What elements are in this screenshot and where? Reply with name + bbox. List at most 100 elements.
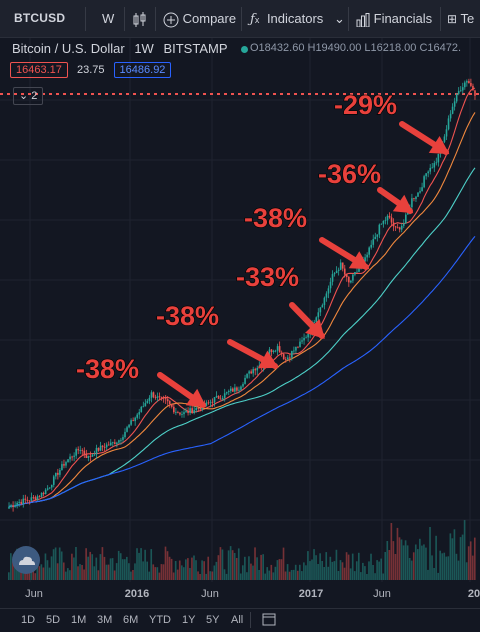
volume-bar <box>465 562 468 580</box>
templates-button[interactable]: ⊞ Te <box>447 0 474 37</box>
range-1m[interactable]: 1M <box>71 614 87 626</box>
volume-bar <box>311 559 313 580</box>
candle-body <box>107 444 110 446</box>
candle-body <box>10 505 12 507</box>
range-1d[interactable]: 1D <box>21 614 36 626</box>
volume-bar <box>398 537 401 580</box>
volume-bar <box>421 545 423 580</box>
candle-body <box>421 187 423 191</box>
drawdown-label: -38% <box>244 203 307 233</box>
indicators-button[interactable]: ƒx Indicators <box>250 11 324 27</box>
volume-bar <box>360 572 362 580</box>
volume-bar <box>351 553 354 580</box>
moving-average-line <box>8 235 476 508</box>
financials-button[interactable]: Financials <box>356 0 432 37</box>
candle-body <box>382 221 385 224</box>
range-6m[interactable]: 6M <box>123 614 139 626</box>
candle-body <box>215 395 218 398</box>
volume-bar <box>189 568 191 580</box>
chevron-down-icon[interactable]: ⌄ <box>334 11 345 26</box>
candle-body <box>105 444 108 448</box>
volume-bar <box>298 564 301 580</box>
compare-button[interactable]: Compare <box>163 0 236 37</box>
candle-body <box>453 101 456 107</box>
volume-bar <box>85 548 87 580</box>
volume-bar <box>54 547 57 580</box>
interval-button[interactable]: W <box>102 11 115 26</box>
volume-bar <box>337 571 340 580</box>
range-5d[interactable]: 5D <box>46 614 61 626</box>
candle-body <box>301 340 303 342</box>
volume-bar <box>140 548 142 580</box>
volume-bar <box>221 549 224 580</box>
candle-body <box>71 456 73 458</box>
volume-bar <box>266 567 269 580</box>
volume-bar <box>280 559 283 580</box>
candle-body <box>164 398 167 400</box>
volume-bar <box>117 550 120 580</box>
volume-bar <box>69 570 71 580</box>
candle-body <box>48 487 51 489</box>
price-chart[interactable]: -38%-38%-33%-38%-36%-29% Jun 2016 Jun 2017 J… <box>0 0 480 608</box>
candle-body <box>380 223 383 225</box>
divider <box>250 612 251 628</box>
volume-bar <box>148 571 151 580</box>
volume-bar <box>136 548 138 580</box>
candle-body <box>339 262 342 270</box>
top-toolbar: BTCUSD W Compare ƒx Indicators ⌄ Financi… <box>0 0 480 38</box>
bid-price[interactable]: 16463.17 <box>10 62 68 78</box>
volume-bar <box>152 564 155 580</box>
tradingview-logo[interactable] <box>12 546 40 574</box>
volume-bar <box>374 573 376 580</box>
candle-body <box>463 82 466 88</box>
candle-body <box>378 224 381 235</box>
range-5y[interactable]: 5Y <box>206 614 220 626</box>
symbol-search[interactable]: BTCUSD <box>14 11 66 25</box>
candle-body <box>299 341 301 348</box>
candle-body <box>384 220 387 221</box>
calendar-icon[interactable] <box>262 612 276 629</box>
candle-body <box>449 113 452 119</box>
candle-body <box>232 388 234 392</box>
arrow-head <box>185 388 207 408</box>
divider <box>348 7 349 31</box>
candle-body <box>303 338 305 341</box>
candle-body <box>103 446 106 448</box>
arrow-head <box>392 194 414 214</box>
volume-bar <box>227 550 230 580</box>
chart-style-button[interactable] <box>132 0 148 37</box>
range-3m[interactable]: 3M <box>97 614 113 626</box>
volume-bar <box>233 553 236 580</box>
divider <box>155 7 156 31</box>
volume-bar <box>95 557 98 580</box>
volume-bar <box>40 564 43 580</box>
candle-body <box>211 401 214 403</box>
volume-bar <box>239 573 242 580</box>
collapse-indicators-button[interactable]: ⌄ 2 <box>13 87 44 105</box>
candle-body <box>142 406 145 408</box>
candle-body <box>187 411 189 413</box>
bar-chart-icon <box>356 12 370 27</box>
candle-body <box>386 215 389 221</box>
range-all[interactable]: All <box>231 614 244 626</box>
range-1y[interactable]: 1Y <box>182 614 196 626</box>
volume-bar <box>394 554 397 580</box>
candle-body <box>364 257 366 262</box>
volume-bar <box>99 554 102 580</box>
range-ytd[interactable]: YTD <box>149 614 171 626</box>
ask-price[interactable]: 16486.92 <box>113 62 172 78</box>
candle-body <box>313 322 316 323</box>
x-tick-label: 20 <box>468 588 480 600</box>
candle-body <box>28 500 31 502</box>
volume-bar <box>231 550 234 580</box>
volume-bar <box>93 566 96 580</box>
candle-body <box>116 442 118 445</box>
candle-body <box>411 198 413 208</box>
candle-body <box>457 90 460 94</box>
volume-bar <box>225 573 228 580</box>
candle-body <box>470 83 472 86</box>
arrow-head <box>348 251 370 270</box>
volume-bar <box>185 559 187 580</box>
candle-body <box>286 357 289 360</box>
candle-body <box>427 171 429 174</box>
